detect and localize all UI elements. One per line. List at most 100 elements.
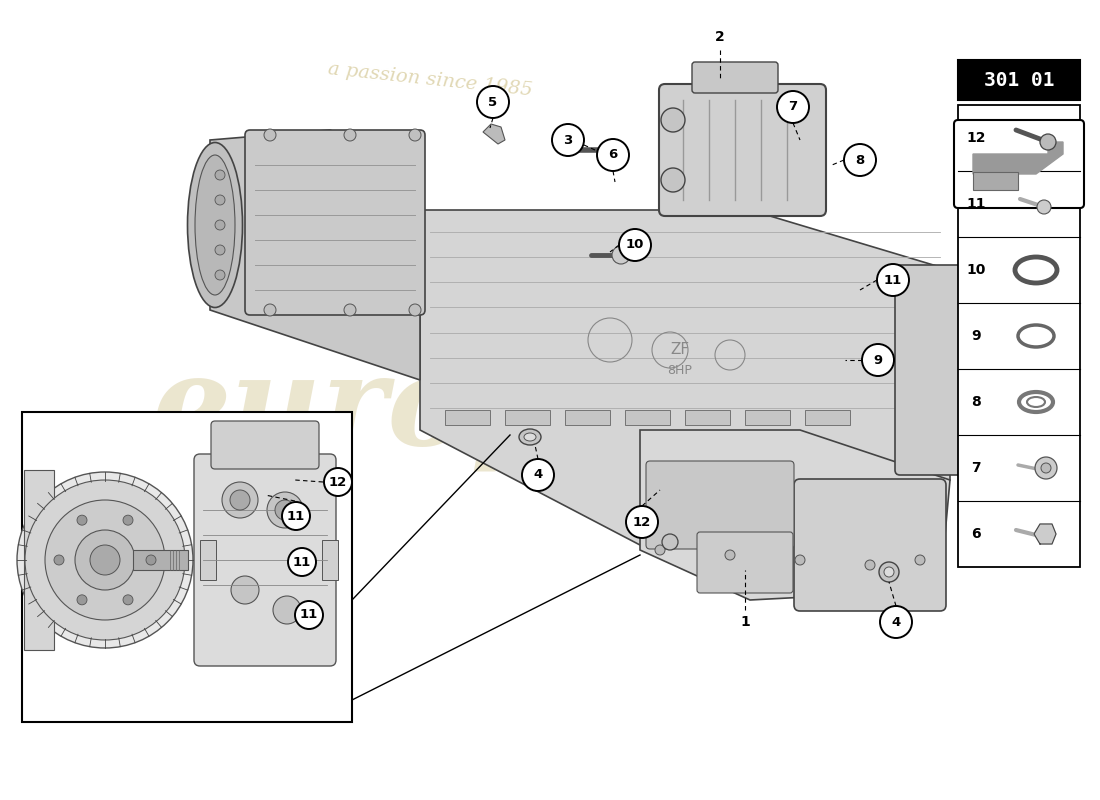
Polygon shape [1034,524,1056,544]
Circle shape [230,490,250,510]
Circle shape [477,86,509,118]
Polygon shape [210,130,420,380]
Circle shape [54,555,64,565]
Bar [200,540,216,580]
Circle shape [123,595,133,605]
Circle shape [1040,134,1056,150]
Circle shape [214,245,225,255]
Bar [446,410,490,425]
Circle shape [1041,463,1050,473]
FancyBboxPatch shape [194,454,336,666]
Bar [133,550,188,570]
Bar [958,105,1080,567]
Text: 8: 8 [856,154,865,166]
Circle shape [552,124,584,156]
Circle shape [626,506,658,538]
Text: 8: 8 [971,395,981,409]
Circle shape [214,270,225,280]
Text: 4: 4 [534,469,542,482]
Circle shape [282,502,310,530]
Text: 10: 10 [626,238,645,251]
Circle shape [662,534,678,550]
Ellipse shape [195,155,235,295]
Text: 11: 11 [884,274,902,286]
Polygon shape [420,210,950,545]
FancyBboxPatch shape [954,120,1084,208]
Circle shape [264,129,276,141]
FancyBboxPatch shape [245,130,425,315]
Ellipse shape [187,142,242,307]
Text: 301 01: 301 01 [983,70,1054,90]
Circle shape [844,144,876,176]
Text: 6: 6 [971,527,981,541]
FancyBboxPatch shape [646,461,794,549]
Bar [805,410,850,425]
Bar [505,410,550,425]
Circle shape [661,108,685,132]
Circle shape [267,492,303,528]
FancyBboxPatch shape [794,479,946,611]
Bar [974,172,1018,190]
Circle shape [865,560,874,570]
Circle shape [1037,200,1050,214]
Circle shape [597,139,629,171]
Circle shape [77,515,87,525]
Circle shape [862,344,894,376]
Text: 6: 6 [608,149,617,162]
Circle shape [146,555,156,565]
Text: 5: 5 [488,95,497,109]
Text: 12: 12 [966,131,986,145]
Text: 7: 7 [789,101,797,114]
Circle shape [214,195,225,205]
Circle shape [602,142,618,158]
Polygon shape [483,124,505,144]
Circle shape [75,530,135,590]
Circle shape [222,482,258,518]
Ellipse shape [519,429,541,445]
FancyBboxPatch shape [697,532,793,593]
Circle shape [409,304,421,316]
Bar [24,470,54,650]
Circle shape [725,550,735,560]
Text: 9: 9 [873,354,882,366]
Text: 3: 3 [563,134,573,146]
Text: 9: 9 [971,329,981,343]
Bar [565,410,610,425]
FancyBboxPatch shape [659,84,826,216]
Circle shape [880,606,912,638]
Circle shape [295,601,323,629]
Circle shape [77,595,87,605]
Text: 11: 11 [287,510,305,522]
Bar [745,410,790,425]
Circle shape [777,91,808,123]
Circle shape [214,170,225,180]
Circle shape [612,246,630,264]
Circle shape [45,500,165,620]
Bar [958,60,1080,100]
Circle shape [275,500,295,520]
Text: a passion since 1985: a passion since 1985 [327,60,534,100]
Circle shape [619,229,651,261]
Circle shape [324,468,352,496]
Text: 2: 2 [715,30,725,44]
Circle shape [522,459,554,491]
Circle shape [654,545,666,555]
Circle shape [231,576,258,604]
Circle shape [90,545,120,575]
Text: 7: 7 [971,461,981,475]
Circle shape [1035,457,1057,479]
FancyBboxPatch shape [692,62,778,93]
Circle shape [884,567,894,577]
Circle shape [879,562,899,582]
Text: 4: 4 [891,615,901,629]
Circle shape [16,472,192,648]
Circle shape [409,129,421,141]
Text: 11: 11 [300,609,318,622]
Text: 11: 11 [293,555,311,569]
Circle shape [264,304,276,316]
Text: 11: 11 [966,197,986,211]
Circle shape [795,555,805,565]
Circle shape [915,555,925,565]
Text: europes: europes [152,350,708,470]
Circle shape [344,304,356,316]
